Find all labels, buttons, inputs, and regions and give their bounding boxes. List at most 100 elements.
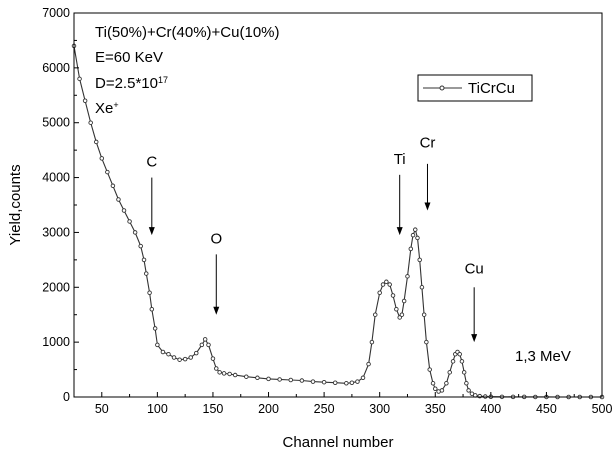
- data-point: [397, 315, 402, 320]
- data-point: [232, 372, 238, 378]
- data-point: [439, 388, 445, 393]
- data-point: [299, 378, 305, 383]
- data-point: [182, 356, 188, 362]
- data-point: [369, 339, 375, 345]
- data-point: [384, 279, 389, 285]
- x-axis: 50 100 150 200 250 300 350 400 450 500: [95, 392, 612, 416]
- x-tick-label: 450: [536, 402, 557, 416]
- data-point: [132, 230, 138, 235]
- data-point: [410, 232, 416, 238]
- data-point: [430, 381, 436, 386]
- data-point: [266, 376, 271, 382]
- x-tick-label: 200: [258, 402, 279, 416]
- y-tick-label: 3000: [42, 225, 70, 239]
- data-point: [217, 370, 222, 375]
- beam-energy: E=60 KeV: [95, 49, 163, 66]
- data-point: [99, 156, 105, 161]
- data-point: [401, 298, 407, 304]
- ion-dose: D=2.5*1017: [95, 75, 168, 92]
- y-tick-label: 5000: [42, 116, 70, 130]
- data-point: [160, 349, 166, 355]
- data-point: [433, 386, 438, 392]
- element-label: O: [210, 230, 222, 247]
- data-point: [105, 169, 110, 175]
- data-point: [110, 183, 116, 189]
- data-point: [464, 381, 469, 386]
- x-tick-label: 300: [369, 402, 390, 416]
- data-point: [466, 388, 471, 393]
- data-point: [421, 312, 427, 317]
- legend: TiCrCu: [417, 74, 533, 102]
- data-point: [355, 379, 360, 384]
- y-tick-label: 2000: [42, 280, 70, 294]
- data-point: [372, 312, 378, 317]
- element-label: Cu: [465, 261, 484, 278]
- y-axis: 0 1000 2000 3000 4000 5000 6000 7000: [42, 6, 79, 404]
- data-point: [349, 380, 355, 385]
- data-point: [457, 351, 462, 357]
- data-point: [394, 306, 399, 312]
- x-axis-title: Channel number: [283, 434, 394, 451]
- data-point: [221, 371, 227, 376]
- data-point: [171, 355, 177, 360]
- x-tick-label: 400: [480, 402, 501, 416]
- data-point: [399, 312, 405, 317]
- data-point: [366, 361, 371, 367]
- data-point: [447, 370, 452, 375]
- data-point: [147, 290, 152, 296]
- annotation-arrow-head: [424, 202, 431, 211]
- data-point: [149, 306, 155, 312]
- y-tick-label: 0: [63, 390, 70, 404]
- data-point: [77, 76, 82, 82]
- plot-frame: [73, 12, 603, 398]
- data-point: [419, 285, 425, 290]
- series-layer: [71, 43, 605, 400]
- data-point: [321, 379, 327, 385]
- legend-marker: [439, 85, 445, 91]
- data-point: [116, 197, 121, 202]
- data-point: [121, 208, 127, 213]
- data-point: [459, 359, 465, 364]
- data-point: [469, 391, 475, 396]
- data-point: [424, 339, 429, 345]
- data-point: [177, 357, 182, 362]
- data-point: [188, 355, 193, 360]
- data-point: [417, 257, 422, 263]
- element-label: Ti: [394, 151, 406, 168]
- data-point: [82, 98, 88, 104]
- element-label: C: [146, 154, 157, 171]
- data-point: [405, 274, 410, 279]
- legend-label-ticrcu: TiCrCu: [468, 80, 515, 97]
- data-point: [344, 381, 349, 386]
- y-tick-label: 1000: [42, 335, 70, 349]
- data-point: [332, 380, 338, 385]
- y-tick-label: 4000: [42, 171, 70, 185]
- data-point: [127, 219, 132, 224]
- y-tick-label: 6000: [42, 61, 70, 75]
- data-point: [450, 359, 456, 364]
- data-point: [415, 235, 420, 241]
- data-point: [202, 337, 208, 342]
- data-point: [310, 379, 316, 384]
- data-point: [427, 367, 432, 372]
- data-point: [199, 342, 205, 348]
- data-point: [360, 375, 366, 381]
- x-tick-label: 250: [314, 402, 335, 416]
- x-tick-label: 50: [95, 402, 109, 416]
- sample-composition: Ti(50%)+Cr(40%)+Cu(10%): [95, 24, 280, 41]
- data-point: [152, 326, 158, 331]
- element-label: Cr: [420, 134, 436, 151]
- data-point: [166, 351, 171, 357]
- data-point: [194, 350, 199, 356]
- data-point: [413, 227, 418, 232]
- data-point: [138, 243, 143, 249]
- data-point: [227, 371, 232, 377]
- x-tick-label: 100: [147, 402, 168, 416]
- annotation-arrow-head: [148, 227, 155, 236]
- data-point: [255, 375, 260, 381]
- data-point: [144, 271, 149, 276]
- data-point: [461, 370, 467, 375]
- energy-label: 1,3 MeV: [515, 348, 571, 365]
- ion-species: Xe+: [95, 100, 119, 117]
